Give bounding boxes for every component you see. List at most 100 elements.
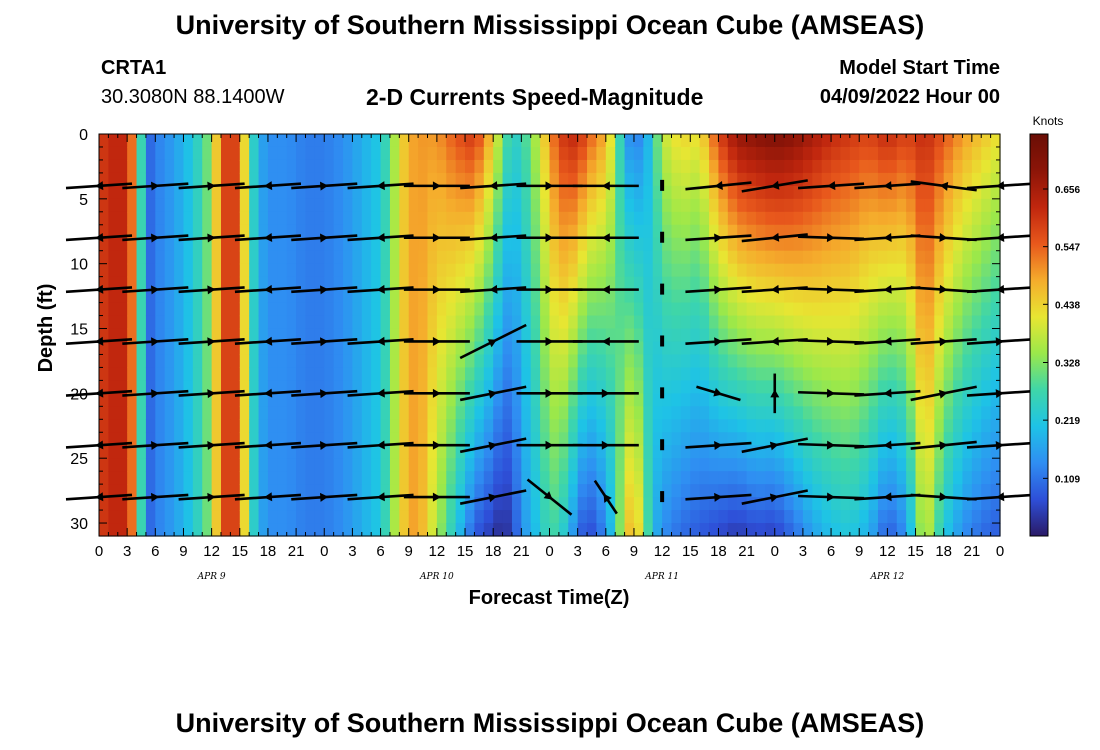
heatmap-cell <box>483 497 494 511</box>
heatmap-cell <box>558 250 569 265</box>
heatmap-cell <box>671 432 682 446</box>
heatmap-cell <box>408 354 419 369</box>
heatmap-cell <box>877 250 888 265</box>
heatmap-cell <box>971 432 982 446</box>
heatmap-cell <box>784 419 795 433</box>
heatmap-cell <box>727 341 738 356</box>
heatmap-cell <box>408 250 419 265</box>
vector-arrowhead <box>601 233 610 243</box>
heatmap-cell <box>699 393 710 407</box>
heatmap-cell <box>483 406 494 420</box>
heatmap-cell <box>230 185 241 200</box>
heatmap-cell <box>643 289 654 304</box>
heatmap-cell <box>906 276 917 291</box>
heatmap-cell <box>587 302 598 317</box>
heatmap-cell <box>568 224 579 239</box>
heatmap-cell <box>521 393 532 407</box>
heatmap-cell <box>174 510 185 524</box>
heatmap-cell <box>765 484 776 498</box>
heatmap-cell <box>643 134 654 148</box>
heatmap-cell <box>981 380 992 394</box>
heatmap-cell <box>943 250 954 265</box>
heatmap-cell <box>408 445 419 459</box>
vector-arrowhead <box>488 441 498 451</box>
heatmap-cell <box>465 432 476 446</box>
heatmap-cell <box>380 497 391 511</box>
x-tick-label: 15 <box>682 543 699 560</box>
heatmap-cell <box>981 497 992 511</box>
heatmap-cell <box>202 367 213 381</box>
heatmap-cell <box>615 224 626 239</box>
heatmap-cell <box>399 263 410 278</box>
heatmap-cell <box>267 328 278 343</box>
heatmap-cell <box>840 276 851 291</box>
heatmap-cell <box>587 432 598 446</box>
heatmap-cell <box>671 198 682 213</box>
heatmap-cell <box>389 484 400 498</box>
heatmap-cell <box>249 289 260 304</box>
heatmap-cell <box>145 523 156 537</box>
heatmap-cell <box>446 510 457 524</box>
heatmap-cell <box>286 315 297 330</box>
heatmap-cell <box>671 302 682 317</box>
heatmap-cell <box>399 159 410 174</box>
heatmap-cell <box>511 393 522 407</box>
heatmap-cell <box>446 471 457 485</box>
heatmap-cell <box>943 419 954 433</box>
heatmap-cell <box>821 276 832 291</box>
heatmap-cell <box>352 224 363 239</box>
heatmap-cell <box>558 211 569 226</box>
heatmap-cell <box>549 458 560 472</box>
heatmap-cell <box>192 185 203 200</box>
heatmap-cell <box>183 159 194 174</box>
heatmap-cell <box>624 523 635 537</box>
heatmap-cell <box>755 523 766 537</box>
heatmap-cell <box>680 134 691 148</box>
vector-arrowhead <box>938 389 948 399</box>
heatmap-cell <box>333 276 344 291</box>
heatmap-cell <box>605 510 616 524</box>
heatmap-cell <box>887 211 898 226</box>
vector-arrowhead <box>601 285 610 295</box>
heatmap-cell <box>737 237 748 252</box>
heatmap-cell <box>305 510 316 524</box>
heatmap-cell <box>99 289 109 304</box>
heatmap-cell <box>436 185 447 200</box>
heatmap-cell <box>971 250 982 265</box>
heatmap-cell <box>286 380 297 394</box>
heatmap-cell <box>183 406 194 420</box>
heatmap-cell <box>99 445 109 459</box>
heatmap-cell <box>221 380 231 394</box>
heatmap-cell <box>718 250 729 265</box>
heatmap-cell <box>408 172 419 187</box>
heatmap-cell <box>568 159 579 174</box>
heatmap-cell <box>380 211 391 226</box>
heatmap-cell <box>418 393 429 407</box>
heatmap-cell <box>615 328 626 343</box>
heatmap-cell <box>971 341 982 356</box>
heatmap-cell <box>258 224 269 239</box>
heatmap-cell <box>549 354 560 369</box>
heatmap-cell <box>915 159 926 174</box>
vector-arrowhead <box>826 440 836 450</box>
heatmap-cell <box>540 328 551 343</box>
heatmap-cell <box>859 497 870 511</box>
heatmap-cell <box>690 419 701 433</box>
heatmap-cell <box>305 523 316 537</box>
heatmap-cell <box>558 341 569 356</box>
x-tick-label: 0 <box>95 543 103 560</box>
heatmap-cell <box>371 159 382 174</box>
heatmap-cell <box>812 289 823 304</box>
heatmap-cell <box>436 134 447 148</box>
heatmap-cell <box>652 445 663 459</box>
heatmap-cell <box>662 380 673 394</box>
heatmap-cell <box>474 289 485 304</box>
heatmap-cell <box>840 198 851 213</box>
heatmap-cell <box>155 315 166 330</box>
heatmap-cell <box>145 198 156 213</box>
heatmap-cell <box>333 315 344 330</box>
heatmap-cell <box>418 159 429 174</box>
heatmap-cell <box>136 471 147 485</box>
heatmap-cell <box>558 146 569 161</box>
heatmap-cell <box>662 224 673 239</box>
